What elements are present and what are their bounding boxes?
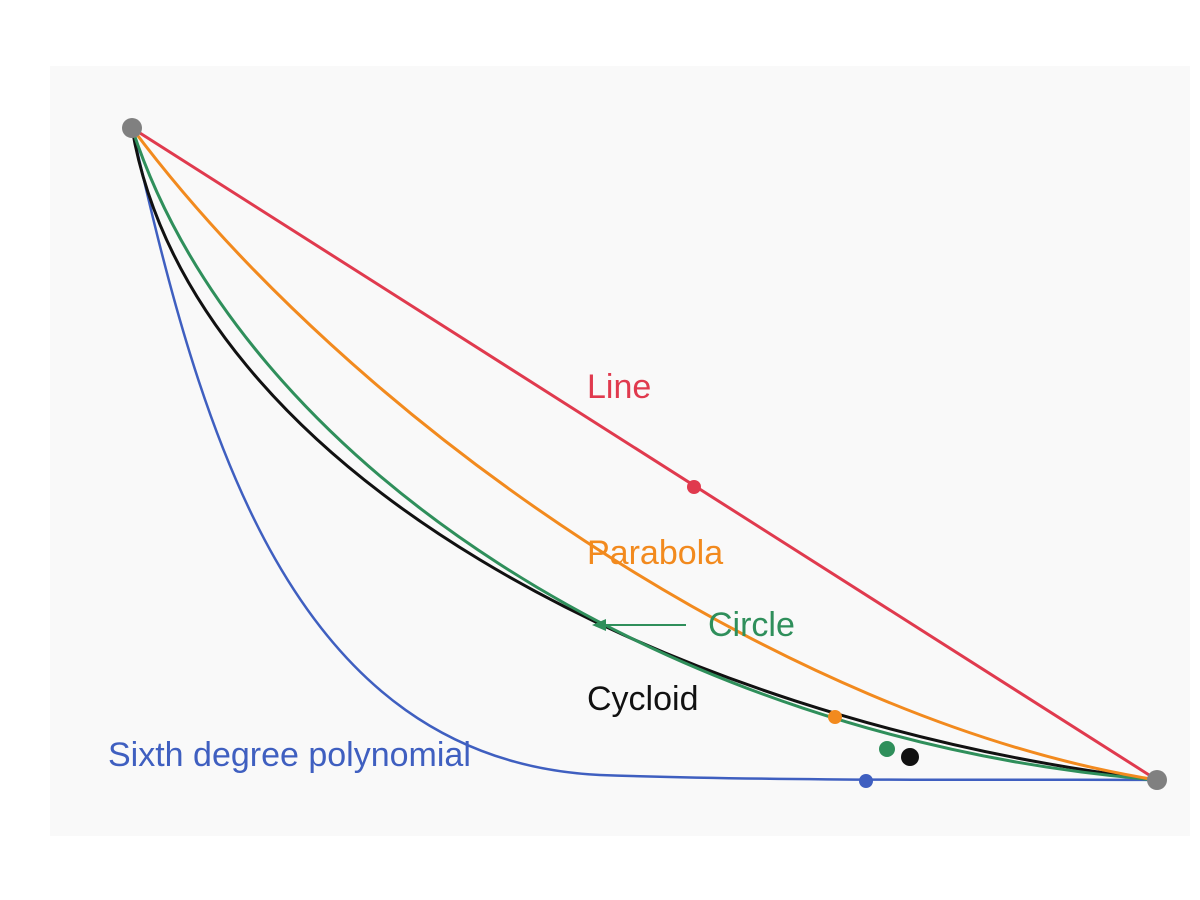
end-point [1147,770,1167,790]
parabola-curve [130,127,1158,782]
parabola-label: Parabola [587,534,723,572]
cycloid-label: Cycloid [587,680,698,718]
cycloid-dot [901,748,919,766]
parabola-dot [828,710,842,724]
start-point [122,118,142,138]
polynomial-dot [859,774,873,788]
circle-curve [130,127,1158,782]
circle-label: Circle [708,606,795,644]
polynomial-curve [130,127,1158,782]
polynomial-label: Sixth degree polynomial [108,736,471,774]
circle-arrow [592,619,686,631]
line-dot [687,480,701,494]
diagram-panel [50,66,1190,836]
line-label: Line [587,368,651,406]
cycloid-curve [130,127,1158,782]
line-curve [131,126,1158,782]
circle-dot [879,741,895,757]
